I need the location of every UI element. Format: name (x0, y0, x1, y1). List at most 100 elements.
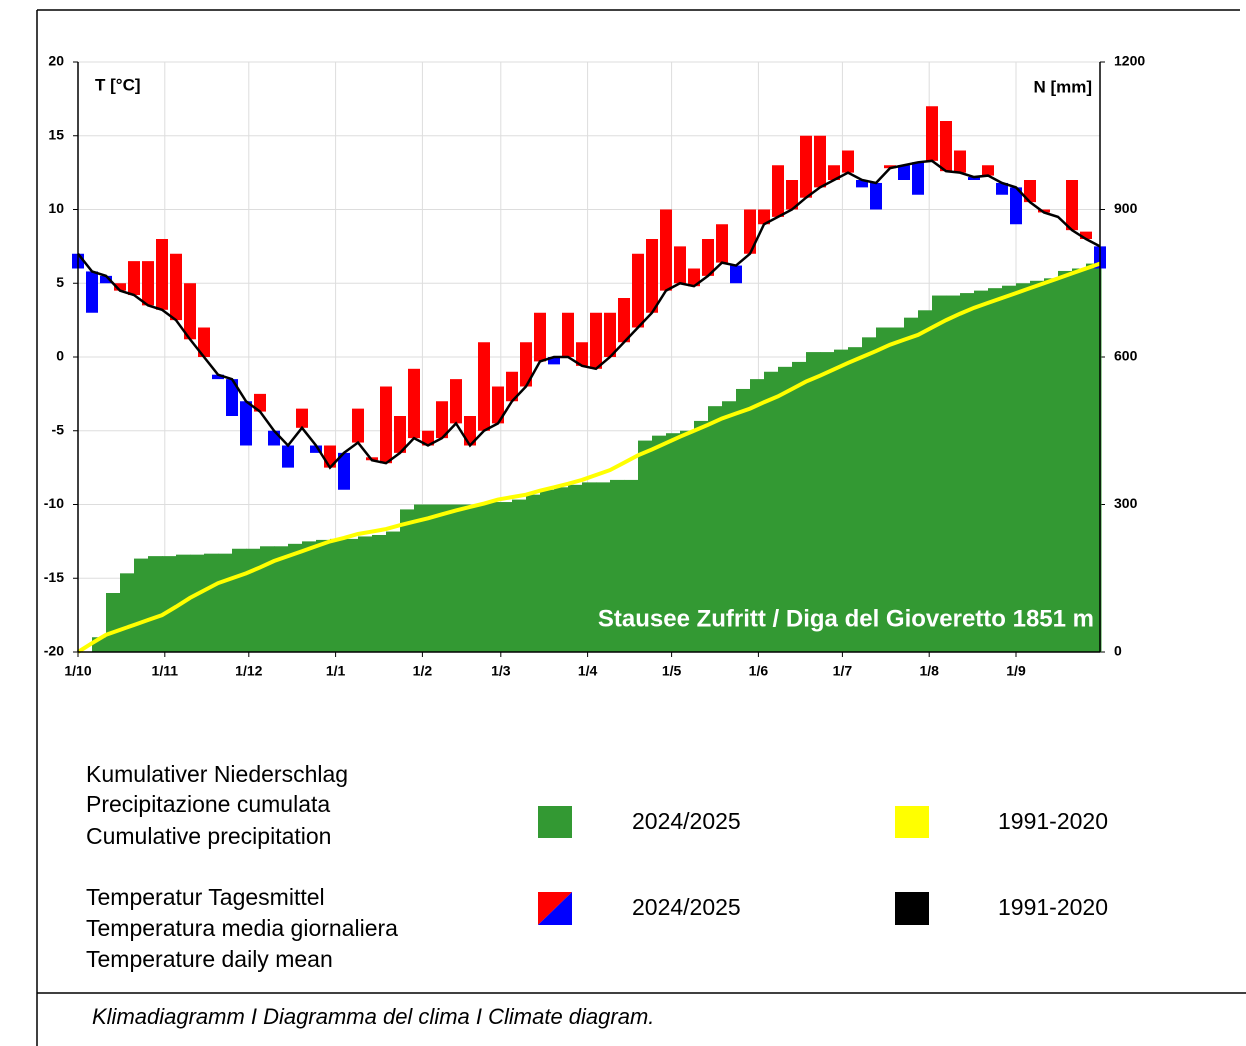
temperature-bar (548, 357, 560, 365)
temperature-bar (660, 209, 672, 291)
temperature-bar (1010, 187, 1022, 225)
temperature-bar (464, 416, 476, 446)
precip-bar (190, 554, 205, 652)
y2-tick-label: 300 (1114, 495, 1138, 511)
precip-bar (148, 556, 163, 652)
x-tick-label: 1/5 (662, 663, 682, 679)
temperature-bar (534, 312, 546, 362)
precip-bar (596, 482, 611, 652)
legend-label: 2024/2025 (632, 808, 741, 834)
x-tick-label: 1/8 (919, 663, 939, 679)
temperature-bar (744, 209, 756, 254)
y-tick-label: 10 (48, 200, 64, 216)
temperature-bar (968, 177, 980, 180)
precip-bar (400, 509, 415, 652)
temperature-bar (100, 275, 112, 284)
y-tick-label: 15 (48, 126, 64, 142)
temperature-bar (86, 271, 98, 313)
temperature-bar (604, 312, 616, 357)
temperature-bar (1066, 180, 1078, 231)
x-tick-label: 1/9 (1006, 663, 1026, 679)
legend-label: 2024/2025 (632, 894, 741, 920)
temperature-bar (394, 416, 406, 453)
precip-bar (358, 536, 373, 652)
precip-bar (708, 406, 723, 652)
precip-bar (540, 489, 555, 652)
precip-bar (862, 337, 877, 652)
y-tick-label: -15 (44, 569, 64, 585)
temperature-bar (156, 239, 168, 310)
temperature-bar (842, 150, 854, 173)
temperature-bar (380, 386, 392, 464)
precip-bar (764, 371, 779, 652)
precip-bar (134, 558, 149, 652)
temperature-bar (268, 430, 280, 446)
temperature-bar (240, 401, 252, 446)
caption: Klimadiagramm I Diagramma del clima I Cl… (92, 1004, 654, 1029)
temperature-bar (184, 283, 196, 340)
y-tick-label: -20 (44, 643, 64, 659)
precip-bar (428, 504, 443, 652)
temperature-bar (338, 452, 350, 490)
y-tick-label: 0 (56, 348, 64, 364)
precip-bar (568, 484, 583, 652)
temperature-bar (772, 165, 784, 217)
temperature-bar (408, 368, 420, 439)
temperature-bar (422, 430, 434, 446)
precip-bar (260, 546, 275, 652)
legend-label: 1991-2020 (998, 894, 1108, 920)
precip-bar (638, 440, 653, 652)
temperature-bar (1024, 180, 1036, 203)
temperature-bar (506, 371, 518, 402)
precip-bar (834, 349, 849, 652)
precip-bar (722, 401, 737, 652)
precip-bar (582, 482, 597, 652)
temperature-bar (800, 135, 812, 198)
temperature-bar (898, 165, 910, 180)
temperature-bar (170, 253, 182, 321)
legend-text: Temperatur Tagesmittel (86, 884, 325, 910)
temperature-bar (688, 268, 700, 287)
temperature-bar (954, 150, 966, 173)
legend-text: Cumulative precipitation (86, 823, 331, 849)
temperature-bar (646, 239, 658, 313)
precip-bar (386, 531, 401, 652)
legend-swatch (538, 806, 572, 838)
precip-bar (344, 538, 359, 652)
station-annotation: Stausee Zufritt / Diga del Gioveretto 18… (598, 605, 1094, 632)
precip-bar (498, 502, 513, 652)
precip-bar (232, 548, 247, 652)
precip-bar (1030, 280, 1045, 652)
precip-bar (750, 379, 765, 652)
precip-bar (736, 388, 751, 652)
temperature-bar (576, 342, 588, 366)
precip-bar (288, 543, 303, 652)
precip-bar (204, 553, 219, 652)
temperature-bar (940, 121, 952, 172)
temperature-bar (450, 379, 462, 424)
y2-tick-label: 1200 (1114, 53, 1145, 69)
temperature-bar (814, 135, 826, 188)
temperature-bar (786, 180, 798, 210)
precip-bar (246, 548, 261, 652)
temperature-bar (674, 246, 686, 284)
temperature-bar (254, 393, 266, 412)
x-tick-label: 1/4 (578, 663, 598, 679)
precip-bar (456, 504, 471, 652)
precip-bar (442, 504, 457, 652)
precip-bar (932, 295, 947, 652)
precip-bar (162, 556, 177, 652)
precip-bar (666, 433, 681, 652)
temperature-bar (590, 312, 602, 369)
precip-bar (274, 546, 289, 652)
y-tick-label: -10 (44, 495, 64, 511)
precip-bar (904, 317, 919, 652)
x-tick-label: 1/10 (64, 663, 91, 679)
temperature-bar (436, 401, 448, 439)
temperature-bar (632, 253, 644, 328)
temperature-bar (730, 265, 742, 284)
legend-swatch (538, 892, 572, 925)
legend-text: Kumulativer Niederschlag (86, 761, 348, 787)
precip-bar (484, 502, 499, 652)
